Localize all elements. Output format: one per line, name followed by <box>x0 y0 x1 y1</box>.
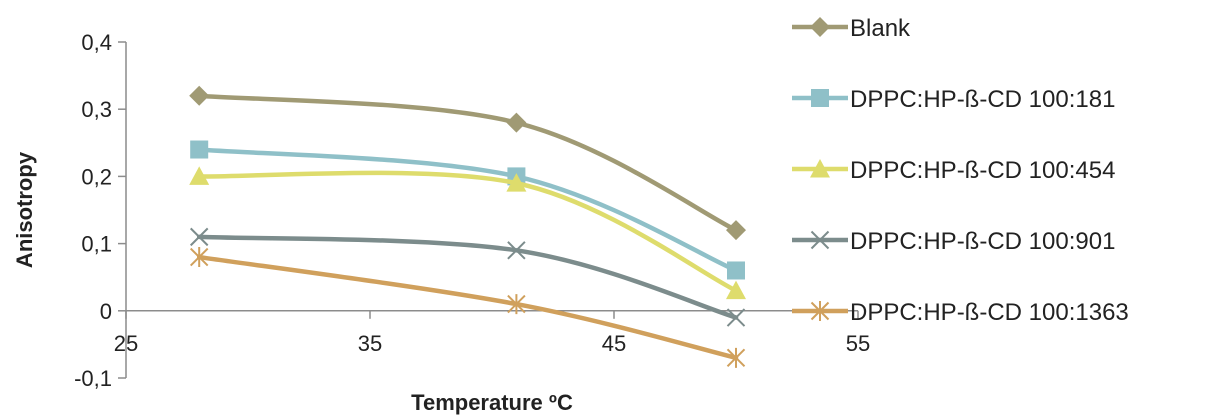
y-tick-label: 0,3 <box>81 97 112 122</box>
series-line <box>196 147 739 273</box>
legend-label: DPPC:HP-ß-CD 100:454 <box>850 157 1115 184</box>
series-line <box>196 93 739 233</box>
data-point <box>507 294 526 315</box>
data-point <box>190 140 209 159</box>
series-4 <box>189 227 746 327</box>
data-point <box>507 241 526 260</box>
legend-marker <box>810 230 830 250</box>
y-tick-label: 0,2 <box>81 164 112 189</box>
data-point <box>506 112 527 133</box>
x-tick-label: 55 <box>846 331 870 356</box>
series-line <box>196 254 739 361</box>
y-tick-label: 0 <box>100 299 112 324</box>
data-point <box>726 220 746 241</box>
data-point <box>726 280 746 300</box>
axes: -0,1 0 0,1 0,2 0,3 0,4 25 35 45 55 <box>74 30 870 391</box>
series-line <box>196 234 739 320</box>
data-point <box>726 347 746 368</box>
series-group <box>189 85 746 368</box>
x-tick-label: 25 <box>114 331 138 356</box>
legend-marker <box>810 17 830 37</box>
data-point <box>189 247 209 268</box>
legend-marker <box>811 89 829 107</box>
legend: Blank DPPC:HP-ß-CD 100:181 DPPC:HP-ß-CD 10… <box>792 15 1129 326</box>
x-tick-label: 45 <box>602 331 626 356</box>
series-2 <box>190 140 745 280</box>
legend-item: DPPC:HP-ß-CD 100:901 <box>792 228 1115 255</box>
series-1 <box>189 85 746 241</box>
data-point <box>727 261 745 280</box>
y-tick-label: 0,4 <box>81 30 112 55</box>
legend-marker <box>810 301 830 321</box>
legend-label: Blank <box>850 15 911 42</box>
x-axis-title: Temperature ºC <box>411 390 573 415</box>
legend-item: DPPC:HP-ß-CD 100:181 <box>792 86 1115 113</box>
x-tick-label: 35 <box>358 331 382 356</box>
legend-item: DPPC:HP-ß-CD 100:1363 <box>792 299 1129 326</box>
legend-marker <box>810 159 830 178</box>
series-3 <box>189 166 746 300</box>
legend-label: DPPC:HP-ß-CD 100:901 <box>850 228 1115 255</box>
data-point <box>506 173 527 192</box>
x-ticks: 25 35 45 55 <box>114 310 870 356</box>
legend-label: DPPC:HP-ß-CD 100:1363 <box>850 299 1129 326</box>
y-tick-label: -0,1 <box>74 366 112 391</box>
y-tick-label: 0,1 <box>81 232 112 257</box>
series-5 <box>189 247 746 368</box>
data-point <box>189 227 209 247</box>
data-point <box>726 308 746 327</box>
legend-label: DPPC:HP-ß-CD 100:181 <box>850 86 1115 113</box>
legend-item: Blank <box>792 15 911 42</box>
legend-item: DPPC:HP-ß-CD 100:454 <box>792 157 1115 184</box>
y-ticks: -0,1 0 0,1 0,2 0,3 0,4 <box>74 30 126 391</box>
data-point <box>189 85 210 106</box>
y-axis-title: Anisotropy <box>12 151 37 268</box>
data-point <box>189 166 210 185</box>
